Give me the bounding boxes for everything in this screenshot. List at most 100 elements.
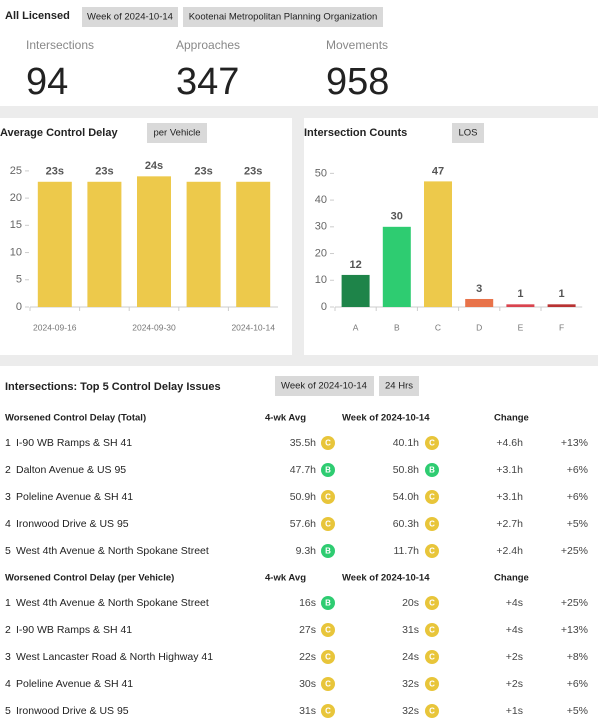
x-tick-label: 2024-10-14 (231, 322, 275, 332)
data-label: 12 (349, 259, 361, 271)
los-badge (321, 436, 335, 450)
los-badge (321, 517, 335, 531)
tag[interactable] (82, 7, 178, 27)
cell: +6% (567, 464, 588, 476)
cell: 57.6h (290, 518, 316, 530)
cell: 1 (5, 597, 11, 609)
los-badge (425, 677, 439, 691)
y-tick-label: 15 (10, 219, 22, 231)
y-tick-label: 5 (16, 274, 22, 286)
intersection-name: West Lancaster Road & North Highway 41 (16, 651, 213, 663)
y-tick-label: 20 (315, 247, 327, 259)
los-label: C (325, 626, 331, 635)
los-badge (321, 677, 335, 691)
los-label: B (325, 466, 331, 475)
header-title: All Licensed (5, 10, 70, 22)
cell: +4s (506, 624, 523, 636)
cell: 3 (5, 651, 11, 663)
los-badge (321, 596, 335, 610)
cell: +2s (506, 678, 523, 690)
column-header: Change (494, 573, 529, 584)
x-tick-label: C (435, 322, 441, 332)
cell: 54.0h (393, 491, 419, 503)
stat-label: Movements (326, 38, 388, 52)
cell: 2 (5, 624, 11, 636)
intersection-name: I-90 WB Ramps & SH 41 (16, 624, 132, 636)
los-label: C (325, 493, 331, 502)
los-label: C (429, 520, 435, 529)
bar (37, 181, 72, 307)
button[interactable] (379, 376, 419, 396)
intersection-name: Ironwood Drive & US 95 (16, 518, 129, 530)
cell: +25% (561, 545, 588, 557)
table-panel (0, 366, 598, 727)
button-label: per Vehicle (153, 128, 200, 139)
cell: 31s (402, 624, 419, 636)
cell: 22s (299, 651, 316, 663)
los-badge (425, 436, 439, 450)
cell: +8% (567, 651, 588, 663)
los-label: C (325, 680, 331, 689)
cell: +3.1h (496, 464, 523, 476)
cell: 11.7h (394, 545, 420, 557)
data-label: 3 (476, 283, 482, 295)
x-tick-label: E (518, 322, 524, 332)
bar (186, 181, 221, 307)
x-tick-label: 2024-09-16 (33, 322, 77, 332)
cell: +6% (567, 491, 588, 503)
data-label: 1 (559, 288, 565, 300)
los-label: C (429, 493, 435, 502)
los-label: C (429, 653, 435, 662)
cell: 2 (5, 464, 11, 476)
cell: +1s (506, 705, 523, 717)
x-tick-label: 2024-09-30 (132, 322, 176, 332)
bar (341, 274, 370, 307)
los-label: C (325, 439, 331, 448)
cell: 4 (5, 518, 11, 530)
los-badge (321, 623, 335, 637)
button[interactable] (452, 123, 484, 143)
intersection-name: Poleline Avenue & SH 41 (16, 491, 133, 503)
bar (424, 181, 452, 307)
tag[interactable] (183, 7, 383, 27)
los-badge (321, 704, 335, 718)
button[interactable] (147, 123, 207, 143)
y-tick-label: 40 (315, 194, 327, 206)
los-badge (321, 490, 335, 504)
los-label: C (429, 439, 435, 448)
intersection-name: West 4th Avenue & North Spokane Street (16, 545, 209, 557)
los-badge (425, 623, 439, 637)
stat-label: Approaches (176, 38, 240, 52)
los-badge (425, 544, 439, 558)
column-header: 4-wk Avg (265, 573, 306, 584)
los-badge (425, 596, 439, 610)
data-label: 24s (145, 160, 163, 172)
button[interactable] (275, 376, 374, 396)
y-tick-label: 10 (315, 274, 327, 286)
cell: +25% (561, 597, 588, 609)
cell: +2.4h (496, 545, 523, 557)
cell: 32s (402, 678, 419, 690)
los-badge (425, 490, 439, 504)
column-header: Worsened Control Delay (per Vehicle) (5, 573, 174, 584)
y-tick-label: 30 (315, 221, 327, 233)
cell: 1 (5, 437, 11, 449)
bar (137, 176, 171, 307)
bar (506, 304, 535, 307)
table-title: Intersections: Top 5 Control Delay Issue… (5, 381, 221, 393)
los-label: C (429, 680, 435, 689)
los-label: C (325, 653, 331, 662)
los-label: B (429, 466, 435, 475)
cell: 30s (299, 678, 316, 690)
column-header: Week of 2024-10-14 (342, 413, 430, 424)
los-badge (425, 517, 439, 531)
x-tick-label: F (559, 322, 564, 332)
cell: 3 (5, 491, 11, 503)
cell: +3.1h (496, 491, 523, 503)
cell: 16s (299, 597, 316, 609)
button-label: LOS (458, 128, 477, 139)
los-label: C (429, 626, 435, 635)
bar (236, 181, 271, 307)
